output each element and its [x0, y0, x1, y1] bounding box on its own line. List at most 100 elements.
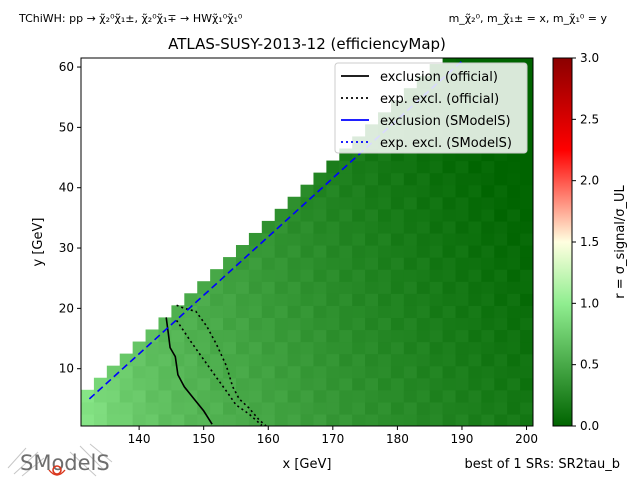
- heatmap-cell: [300, 329, 315, 343]
- heatmap-cell: [507, 353, 521, 367]
- y-axis-ticks: 10 20 30 40 50 60: [59, 60, 81, 376]
- heatmap-cell: [403, 269, 418, 282]
- heatmap-cell: [210, 413, 224, 426]
- heatmap-cell: [507, 401, 521, 415]
- heatmap-cell: [442, 317, 457, 331]
- heatmap-cell: [339, 257, 353, 270]
- heatmap-cell: [300, 220, 315, 234]
- heatmap-cell: [287, 232, 302, 246]
- heatmap-cell: [210, 389, 224, 403]
- heatmap-cell: [261, 305, 276, 319]
- heatmap-cell: [455, 184, 470, 198]
- heatmap-cell: [313, 184, 327, 198]
- heatmap-cell: [326, 377, 340, 391]
- heatmap-cell: [365, 377, 379, 391]
- heatmap-cell: [274, 220, 289, 234]
- heatmap-cell: [442, 160, 457, 174]
- series-line-5: [175, 319, 263, 426]
- heatmap-cell: [365, 172, 379, 186]
- series-line-0: [165, 317, 213, 425]
- heatmap-cell: [235, 341, 250, 355]
- heatmap-cell: [197, 305, 211, 319]
- legend-box: [334, 62, 528, 154]
- heatmap-cell: [326, 160, 340, 174]
- heatmap-cell: [378, 245, 392, 258]
- heatmap-cell: [429, 184, 444, 198]
- heatmap-cell: [352, 305, 366, 319]
- heatmap-cell: [403, 184, 418, 198]
- heatmap-cell: [416, 208, 431, 222]
- heatmap-cell: [429, 329, 444, 343]
- heatmap-cell: [468, 377, 482, 391]
- heatmap-cell: [520, 329, 533, 343]
- heatmap-cell: [248, 293, 263, 306]
- heatmap-cell: [507, 365, 521, 379]
- heatmap-cell: [481, 172, 495, 186]
- heatmap-cell: [468, 220, 482, 234]
- heatmap-cell: [274, 365, 289, 379]
- heatmap-cell: [378, 341, 392, 355]
- heatmap-cell: [93, 413, 108, 426]
- heatmap-cell: [442, 58, 457, 65]
- heatmap-cell: [416, 245, 431, 258]
- x-tick-label: 140: [128, 432, 151, 446]
- heatmap-cell: [326, 293, 340, 306]
- heatmap-cell: [223, 329, 237, 343]
- heatmap-cell: [352, 257, 366, 270]
- heatmap-cell: [223, 281, 237, 294]
- heatmap-cell: [429, 317, 444, 331]
- heatmap-cell: [390, 220, 405, 234]
- heatmap-cell: [352, 401, 366, 415]
- heatmap-cell: [481, 184, 495, 198]
- heatmap-cell: [326, 196, 340, 210]
- heatmap-cell: [403, 317, 418, 331]
- heatmap-cell: [365, 365, 379, 379]
- heatmap-cell: [507, 305, 521, 319]
- heatmap-cell: [261, 317, 276, 331]
- heatmap-cell: [261, 329, 276, 343]
- heatmap-cell: [507, 58, 521, 65]
- heatmap-cell: [235, 281, 250, 294]
- heatmap-cell: [494, 377, 508, 391]
- heatmap-cell: [171, 401, 185, 415]
- heatmap-cell: [326, 317, 340, 331]
- heatmap-cell: [494, 58, 508, 65]
- heatmap-cell: [442, 401, 457, 415]
- colorbar-tick-label: 2.0: [580, 174, 599, 188]
- heatmap-cell: [455, 401, 470, 415]
- heatmap-cell: [326, 305, 340, 319]
- heatmap-cell: [210, 341, 224, 355]
- heatmap-cell: [403, 329, 418, 343]
- heatmap-cell: [390, 208, 405, 222]
- heatmap-cell: [326, 389, 340, 403]
- heatmap-cell: [455, 208, 470, 222]
- heatmap-cell: [235, 401, 250, 415]
- heatmap-cell: [429, 365, 444, 379]
- heatmap-cell: [468, 401, 482, 415]
- colorbar-label: r = σ_signal/σ_UL: [613, 184, 628, 298]
- heatmap-cell: [507, 196, 521, 210]
- heatmap-cell: [416, 341, 431, 355]
- heatmap-cell: [313, 281, 327, 294]
- colorbar-ticks: 0.0 0.5 1.0 1.5 2.0 2.5 3.0: [572, 51, 599, 433]
- heatmap-cell: [235, 257, 250, 270]
- heatmap-cell: [416, 293, 431, 306]
- heatmap-cell: [274, 232, 289, 246]
- heatmap-cell: [339, 293, 353, 306]
- heatmap-cell: [248, 401, 263, 415]
- heatmap-cell: [326, 220, 340, 234]
- heatmap-cell: [119, 389, 134, 403]
- heatmap-cell: [119, 353, 134, 367]
- heatmap-cell: [416, 232, 431, 246]
- heatmap-cell: [442, 257, 457, 270]
- heatmap-cell: [184, 377, 198, 391]
- heatmap-cell: [442, 305, 457, 319]
- heatmap-cell: [235, 353, 250, 367]
- heatmap-cell: [507, 220, 521, 234]
- heatmap-cell: [287, 281, 302, 294]
- heatmap-cell: [429, 281, 444, 294]
- heatmap-cell: [507, 257, 521, 270]
- heatmap-cell: [429, 232, 444, 246]
- heatmap-cell: [300, 389, 315, 403]
- heatmap-cell: [132, 389, 147, 403]
